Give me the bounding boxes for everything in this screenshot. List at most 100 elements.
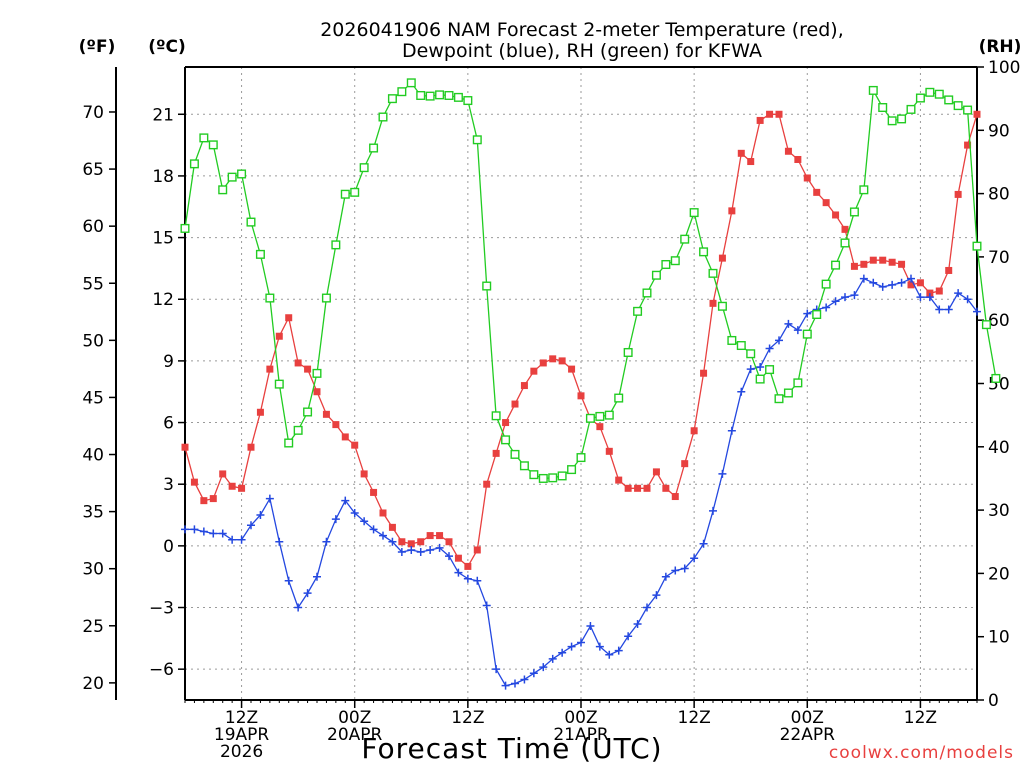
rh-tick-label: 80: [988, 185, 1010, 205]
temperature-point: [784, 147, 792, 155]
rh-point: [802, 329, 812, 339]
temperature-point: [700, 369, 708, 377]
dewpoint-point: [944, 305, 953, 314]
temperature-point: [671, 493, 679, 501]
rh-point: [614, 393, 624, 403]
fahrenheit-tick-label: 25: [82, 617, 104, 637]
dewpoint-point: [784, 319, 793, 328]
dewpoint-point: [463, 574, 472, 583]
dewpoint-point: [360, 517, 369, 526]
rh-point: [218, 185, 228, 195]
dewpoint-point: [369, 525, 378, 534]
rh-point: [821, 279, 831, 289]
temperature-point: [285, 314, 293, 322]
rh-point: [274, 379, 284, 389]
celsius-tick-label: 12: [152, 290, 174, 310]
temperature-point: [945, 266, 953, 274]
rh-point: [208, 140, 218, 150]
temperature-point: [238, 484, 246, 492]
dewpoint-point: [916, 293, 925, 302]
x-tick-label: 21APR: [553, 725, 609, 745]
temperature-point: [417, 538, 425, 546]
temperature-point: [954, 190, 962, 198]
temperature-point: [681, 460, 689, 468]
dewpoint-point: [407, 545, 416, 554]
rh-point: [755, 374, 765, 384]
dewpoint-point: [699, 539, 708, 548]
rh-point: [736, 341, 746, 351]
rh-point: [567, 465, 577, 475]
rh-point: [406, 78, 416, 88]
rh-point: [501, 435, 511, 445]
chart-title-line-1: 2026041906 NAM Forecast 2-meter Temperat…: [320, 19, 844, 41]
rh-point: [963, 105, 973, 115]
fahrenheit-tick-label: 40: [82, 446, 104, 466]
rh-point: [699, 247, 709, 257]
rh-point: [387, 94, 397, 104]
credit-text: coolwx.com/models: [829, 743, 1014, 763]
x-tick-label: 22APR: [780, 725, 836, 745]
rh-point: [378, 112, 388, 122]
rh-point: [633, 306, 643, 316]
dewpoint-point: [275, 537, 284, 546]
rh-point: [680, 234, 690, 244]
rh-point: [548, 473, 558, 483]
celsius-tick-label: 21: [152, 105, 174, 125]
chart-title: 2026041906 NAM Forecast 2-meter Temperat…: [320, 19, 844, 62]
rh-point: [887, 116, 897, 126]
dewpoint-point: [897, 278, 906, 287]
rh-point: [859, 185, 869, 195]
dewpoint-point: [671, 566, 680, 575]
celsius-tick-label: 9: [163, 352, 174, 372]
dewpoint-point: [228, 535, 237, 544]
dewpoint-point: [727, 426, 736, 435]
rh-point: [915, 93, 925, 103]
temperature-point: [690, 427, 698, 435]
rh-point: [689, 208, 699, 218]
fahrenheit-tick-label: 45: [82, 388, 104, 408]
temperature-point: [766, 110, 774, 118]
rh-point: [435, 90, 445, 100]
dewpoint-point: [680, 564, 689, 573]
rh-point: [453, 92, 463, 102]
dewpoint-point: [925, 293, 934, 302]
temperature-point: [803, 174, 811, 182]
temperature-point: [388, 523, 396, 531]
dewpoint-point: [558, 648, 567, 657]
rh-point: [293, 425, 303, 435]
rh-point: [199, 133, 209, 143]
dewpoint-point: [850, 291, 859, 300]
rh-point: [670, 256, 680, 266]
dewpoint-point: [454, 568, 463, 577]
dewpoint-point: [265, 494, 274, 503]
temperature-point: [577, 392, 585, 400]
temperature-point: [756, 116, 764, 124]
dewpoint-point: [690, 554, 699, 563]
rh-tick-label: 90: [988, 121, 1010, 141]
rh-point: [576, 453, 586, 463]
rh-point: [991, 373, 1001, 383]
temperature-point: [520, 382, 528, 390]
dewpoint-point: [973, 307, 981, 316]
rh-point: [793, 378, 803, 388]
rh-point: [727, 335, 737, 345]
temperature-point: [935, 287, 943, 295]
rh-point: [491, 411, 501, 421]
rh-point: [482, 281, 492, 291]
temperature-point: [737, 149, 745, 157]
temperature-point: [483, 480, 491, 488]
dewpoint-point: [822, 303, 831, 312]
x-tick-label: 00Z: [564, 708, 597, 728]
temperature-point: [436, 532, 444, 540]
rh-point: [397, 87, 407, 97]
dewpoint-point: [341, 496, 350, 505]
fahrenheit-tick-label: 35: [82, 503, 104, 523]
rh-point: [972, 241, 982, 251]
temperature-point: [869, 256, 877, 264]
rh-point: [529, 470, 539, 480]
dewpoint-point: [511, 679, 519, 688]
dewpoint-point: [652, 591, 661, 600]
dewpoint-point: [775, 336, 783, 345]
dewpoint-point: [435, 543, 444, 552]
